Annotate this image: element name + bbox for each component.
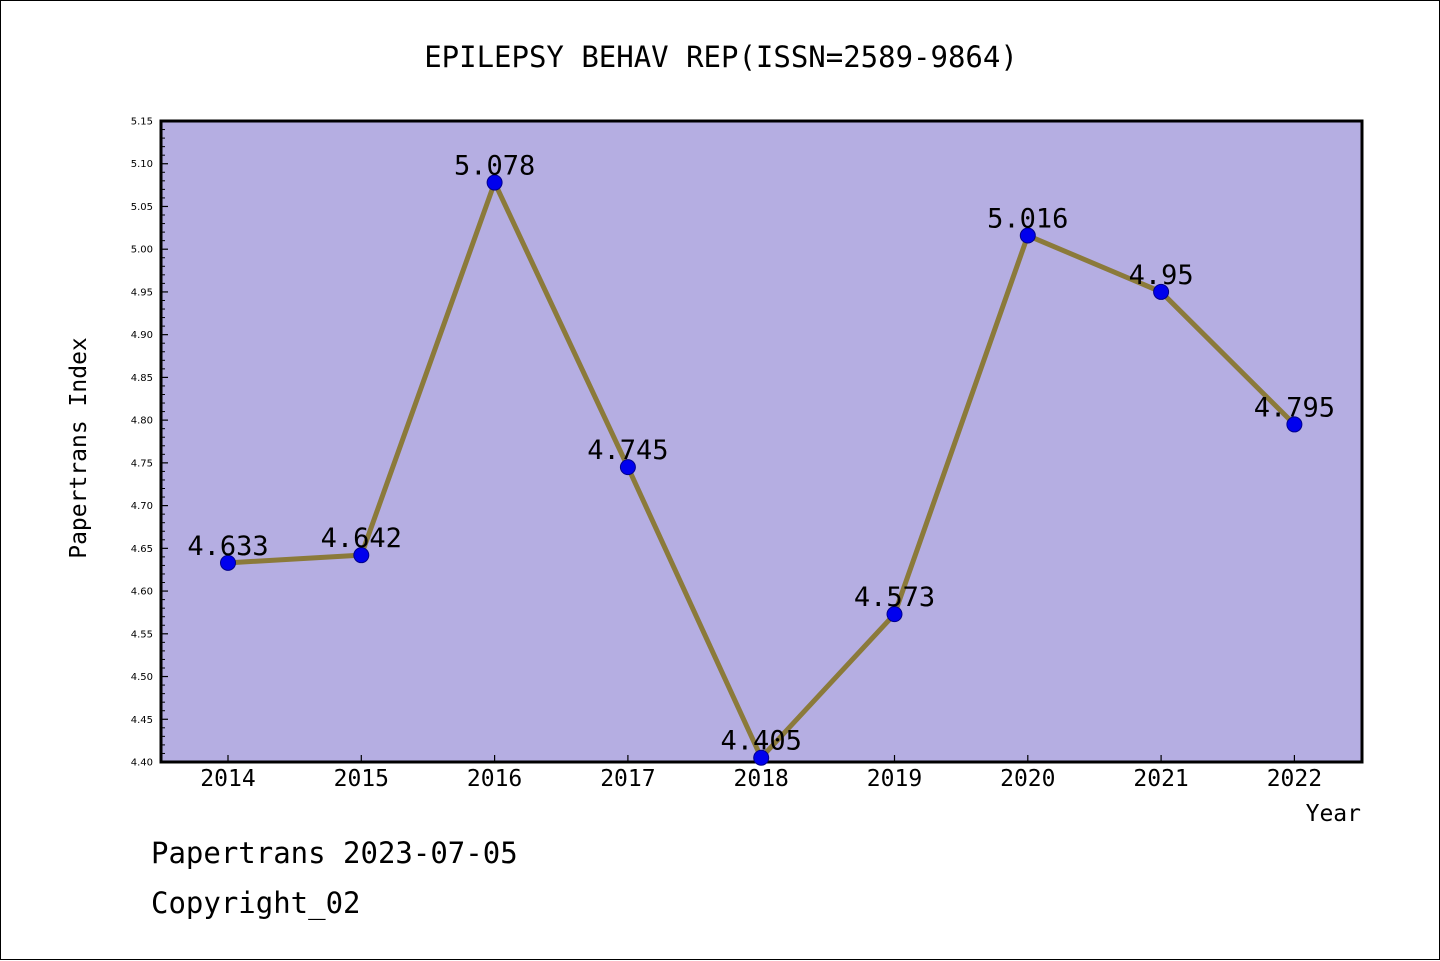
data-label: 4.745 — [587, 435, 668, 466]
y-tick-label: 4.65 — [131, 544, 153, 555]
plot-area — [159, 119, 1364, 764]
chart-title: EPILEPSY BEHAV REP(ISSN=2589-9864) — [424, 40, 1018, 74]
y-tick-label: 4.80 — [131, 416, 153, 427]
y-tick-label: 5.00 — [131, 245, 153, 256]
x-tick-label: 2015 — [334, 766, 389, 792]
y-tick-label: 4.45 — [131, 715, 153, 726]
data-point — [619, 459, 636, 476]
data-point — [486, 174, 503, 191]
y-tick-label: 4.75 — [131, 458, 153, 469]
data-label: 5.016 — [987, 204, 1068, 235]
data-point — [220, 554, 236, 571]
data-label: 4.642 — [321, 523, 402, 554]
x-tick-label: 2020 — [1000, 766, 1055, 792]
x-tick-label: 2019 — [867, 766, 922, 792]
x-tick-label: 2016 — [467, 766, 522, 792]
data-label: 5.078 — [454, 151, 535, 182]
data-point — [1286, 416, 1303, 433]
data-point — [753, 749, 770, 766]
data-labels: 4.633 4.642 5.078 4.745 4.405 4.573 5.016 4.95 4… — [187, 151, 1335, 757]
series-papertrans-index — [220, 174, 1303, 766]
y-tick-label: 5.05 — [131, 202, 153, 213]
data-point — [1153, 283, 1170, 300]
x-axis-label: Year — [1306, 801, 1361, 827]
data-label: 4.573 — [854, 582, 935, 613]
y-tick-label: 5.15 — [131, 117, 153, 128]
y-axis-label: Papertrans Index — [66, 337, 92, 559]
y-tick-label: 4.90 — [131, 330, 153, 341]
y-tick-label: 4.55 — [131, 629, 153, 640]
y-tick-label: 4.70 — [131, 501, 153, 512]
data-point — [886, 606, 903, 623]
y-tick-label: 4.95 — [131, 287, 153, 298]
y-tick-label: 5.10 — [131, 159, 153, 170]
x-tick-label: 2022 — [1267, 766, 1322, 792]
data-label: 4.405 — [721, 726, 802, 757]
data-point — [1019, 227, 1036, 244]
data-label: 4.795 — [1254, 392, 1335, 423]
y-tick-label: 4.40 — [131, 758, 153, 769]
footer-date: Papertrans 2023-07-05 — [151, 836, 518, 870]
data-label: 4.633 — [187, 531, 268, 562]
data-label: 4.95 — [1129, 260, 1194, 291]
x-axis: 2014 2015 2016 2017 2018 2019 2020 2021 2022 — [200, 755, 1322, 792]
y-tick-label: 4.60 — [131, 587, 153, 598]
y-axis: 4.40 4.45 4.50 4.55 4.60 4.65 4.70 4.75 4.80 4.85… — [131, 117, 168, 769]
x-tick-label: 2021 — [1133, 766, 1188, 792]
x-tick-label: 2017 — [600, 766, 655, 792]
y-tick-label: 4.50 — [131, 672, 153, 683]
data-point — [353, 547, 370, 564]
footer-copyright: Copyright_02 — [151, 886, 361, 920]
y-tick-label: 4.85 — [131, 373, 153, 384]
x-tick-label: 2018 — [734, 766, 789, 792]
x-tick-label: 2014 — [200, 766, 255, 792]
